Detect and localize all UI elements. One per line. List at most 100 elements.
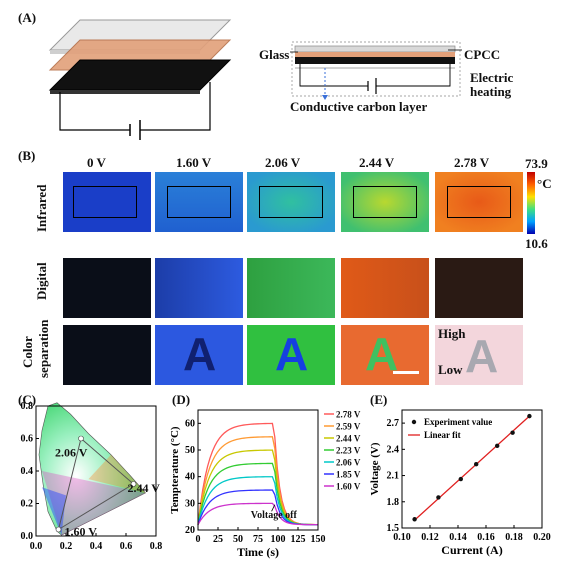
- x-tick-label: 125: [291, 534, 306, 545]
- panel-c-label: (C): [18, 392, 37, 407]
- carbon-layer: [48, 59, 232, 91]
- y-tick-label: 2.1: [387, 471, 400, 482]
- row-label-infrared: Infrared: [34, 184, 49, 232]
- cie-point: [55, 526, 62, 533]
- cie-point-label: 2.06 V: [55, 446, 88, 460]
- voltage-label-1: 1.60 V: [176, 155, 212, 170]
- y-tick-label: 0.6: [21, 434, 34, 445]
- y-axis-label: Voltage (V): [369, 442, 381, 495]
- infrared-tile-0v: [63, 172, 151, 232]
- x-tick-label: 50: [233, 534, 243, 545]
- x-tick-label: 25: [213, 534, 223, 545]
- panel-e-label: (E): [370, 392, 388, 407]
- y-tick-label: 1.8: [387, 497, 400, 508]
- x-tick-label: 150: [311, 534, 326, 545]
- x-axis-label: Time (s): [237, 545, 279, 559]
- voltage-label-4: 2.78 V: [454, 155, 490, 170]
- x-tick-label: 0: [196, 534, 201, 545]
- y-tick-label: 0.8: [21, 401, 34, 412]
- x-tick-label: 0.20: [533, 532, 551, 543]
- separation-letter: A: [183, 328, 217, 380]
- legend-label: 1.85 V: [336, 470, 361, 480]
- y-axis-label: Tempterature (°C): [169, 426, 181, 514]
- infrared-tile-206v: [247, 172, 335, 232]
- digital-tile-160v: [155, 258, 243, 318]
- legend-marker: [411, 419, 417, 425]
- data-point: [510, 430, 515, 435]
- cie-point: [130, 481, 137, 487]
- digital-tile-206v: [247, 258, 335, 318]
- row-label-color-2: separation: [36, 319, 51, 379]
- cie-triangle: [57, 437, 135, 531]
- panel-b-label: (B): [18, 148, 36, 163]
- y-tick-label: 20: [185, 525, 195, 536]
- colorbar-max: 73.9: [525, 156, 548, 171]
- chart-c-cie: 2.06 V 2.44 V 1.60 V 0.0 0.2 0.4 0.6 0.8 0.0 0.2 0…: [21, 401, 163, 552]
- carbon-layer-label: Conductive carbon layer: [290, 99, 428, 114]
- panel-a-diagram: [48, 19, 232, 140]
- panel-d-label: (D): [172, 392, 191, 407]
- colorbar: [527, 172, 535, 234]
- electric-heating-label-2: heating: [470, 84, 512, 99]
- y-tick-label: 0.4: [21, 466, 34, 477]
- digital-tile-278v: [435, 258, 523, 318]
- infrared-tile-278v: [435, 172, 523, 232]
- low-label: Low: [438, 362, 463, 377]
- data-point: [458, 476, 463, 482]
- legend-label: Linear fit: [424, 430, 461, 440]
- legend-label: Experiment value: [424, 417, 492, 427]
- x-tick-label: 0.16: [477, 532, 495, 543]
- x-tick-label: 0.0: [30, 541, 43, 552]
- voltage-off-annotation: Voltage off: [251, 510, 298, 521]
- voltage-label-2: 2.06 V: [265, 155, 301, 170]
- high-label: High: [438, 326, 466, 341]
- data-point: [474, 461, 479, 467]
- x-tick-label: 0.4: [90, 541, 103, 552]
- legend-label: 2.78 V: [336, 410, 361, 420]
- legend-label: 2.59 V: [336, 422, 361, 432]
- cie-point: [78, 435, 84, 442]
- x-tick-label: 0.18: [505, 532, 523, 543]
- separation-letter: A: [365, 328, 399, 380]
- temperature-series-line: [197, 502, 319, 526]
- legend-label: 1.60 V: [336, 482, 361, 492]
- y-tick-label: 50: [185, 445, 195, 456]
- separation-tile-278v: A: [435, 325, 523, 385]
- digital-tile-0v: [63, 258, 151, 318]
- x-tick-label: 0.2: [60, 541, 73, 552]
- row-label-color-1: Color: [20, 336, 35, 368]
- x-tick-label: 0.8: [150, 541, 163, 552]
- separation-tile-0v: [63, 325, 151, 385]
- data-point: [495, 443, 500, 449]
- x-tick-label: 0.10: [393, 532, 411, 543]
- row-label-digital: Digital: [34, 262, 49, 300]
- voltage-label-0: 0 V: [87, 155, 106, 170]
- colorbar-min: 10.6: [525, 236, 548, 251]
- infrared-tile-244v: [341, 172, 429, 232]
- annotation-arrow: [271, 504, 276, 512]
- separation-letter: A: [465, 330, 499, 382]
- y-tick-label: 40: [185, 472, 195, 483]
- panel-a-crosssection: [290, 41, 462, 100]
- y-tick-label: 2.4: [387, 444, 400, 455]
- digital-tile-244v: [341, 258, 429, 318]
- x-tick-label: 0.12: [421, 532, 439, 543]
- chart-e-frame: [401, 409, 543, 529]
- cie-point-label: 1.60 V: [65, 525, 98, 539]
- separation-tile-160v: A: [155, 325, 243, 385]
- infrared-tile-160v: [155, 172, 243, 232]
- panel-a-label: (A): [18, 10, 37, 25]
- cie-point-label: 2.44 V: [128, 481, 161, 495]
- data-point: [436, 495, 441, 500]
- separation-tile-206v: A: [247, 325, 335, 385]
- chart-d-temperature: 2.78 V 2.59 V 2.44 V 2.23 V 2.06 V 1.85 V 1.60…: [169, 409, 361, 559]
- legend-label: 2.06 V: [336, 458, 361, 468]
- linear-fit-line: [414, 415, 530, 521]
- colorbar-unit: °C: [537, 176, 552, 191]
- x-tick-label: 0.6: [120, 541, 133, 552]
- chart-e-voltage-current: Experiment value Linear fit 0.10 0.12 0.14 0.…: [369, 409, 551, 557]
- legend-label: 2.23 V: [336, 446, 361, 456]
- x-tick-label: 75: [253, 534, 263, 545]
- separation-tile-244v: A: [341, 325, 429, 385]
- y-tick-label: 2.7: [387, 418, 400, 429]
